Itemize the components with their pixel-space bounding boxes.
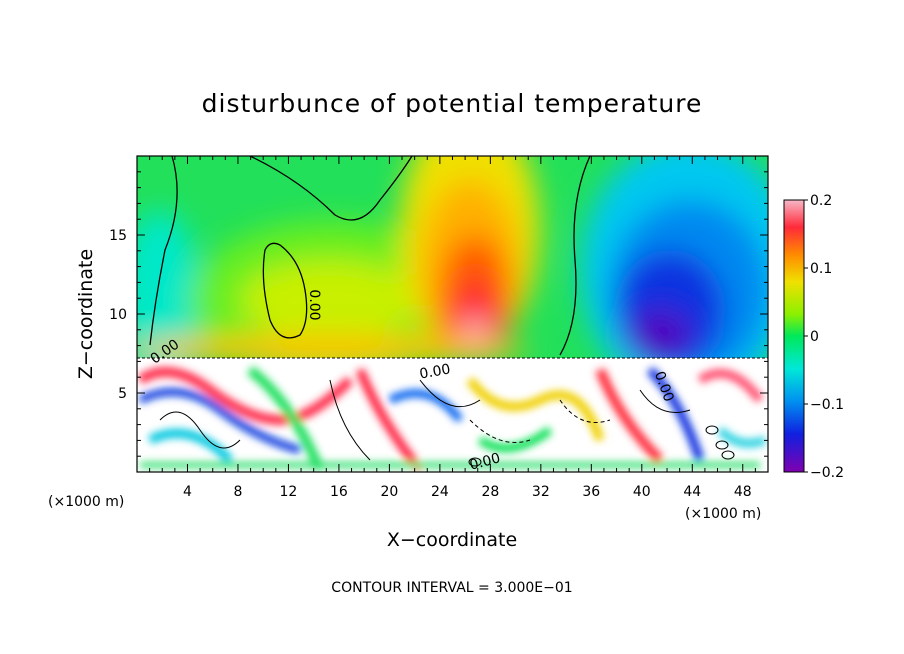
colorbar-tick-label: 0.1 (810, 261, 832, 277)
colorbar-tick-label: 0 (810, 329, 819, 345)
colorbar (783, 199, 805, 473)
x-axis-label: X−coordinate (387, 529, 517, 551)
colorbar-tick-label: 0.2 (810, 193, 832, 209)
y-tick-label: 5 (118, 386, 127, 402)
x-tick-label: 44 (683, 484, 701, 500)
y-axis-label: Z−coordinate (75, 249, 97, 379)
x-axis-unit: (×1000 m) (685, 506, 761, 522)
x-tick-label: 36 (582, 484, 600, 500)
colorbar-tick-label: −0.2 (810, 465, 844, 481)
contour-label: 0.00 (306, 289, 322, 320)
colorbar-ticks: 0.2 0.1 0 −0.1 −0.2 (804, 193, 844, 481)
y-tick-label: 15 (109, 228, 127, 244)
x-tick-label: 28 (481, 484, 499, 500)
chart-title: disturbunce of potential temperature (202, 89, 703, 118)
x-tick-label: 12 (280, 484, 298, 500)
x-tick-label: 4 (183, 484, 192, 500)
x-tick-label: 20 (380, 484, 398, 500)
colorbar-tick-label: −0.1 (810, 397, 844, 413)
y-tick-label: 10 (109, 307, 127, 323)
x-tick-label: 24 (431, 484, 449, 500)
x-tick-label: 32 (532, 484, 550, 500)
contour-interval-note: CONTOUR INTERVAL = 3.000E−01 (331, 580, 572, 596)
x-tick-label: 40 (633, 484, 651, 500)
x-tick-label: 48 (734, 484, 752, 500)
x-tick-label: 16 (330, 484, 348, 500)
y-axis-unit: (×1000 m) (48, 494, 124, 510)
contour-label: 0.00 (418, 361, 451, 382)
x-tick-label: 8 (233, 484, 242, 500)
contour-label: 0.00 (468, 450, 502, 474)
heatmap-field (137, 156, 768, 472)
